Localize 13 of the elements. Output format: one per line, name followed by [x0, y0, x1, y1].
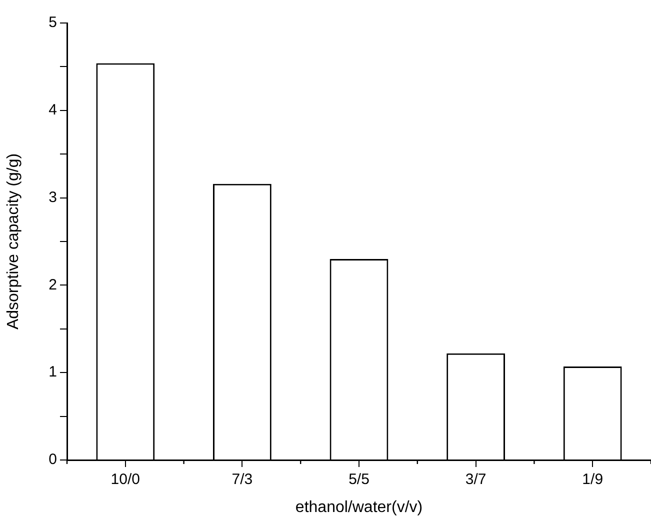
x-tick-label: 5/5 — [348, 471, 370, 488]
x-tick-label: 1/9 — [582, 471, 604, 488]
x-tick-label: 7/3 — [232, 471, 253, 488]
y-tick-label: 4 — [48, 102, 57, 119]
x-tick-label: 10/0 — [110, 471, 140, 488]
y-tick-label: 5 — [48, 14, 57, 32]
x-axis-title: ethanol/water(v/v) — [295, 498, 423, 516]
x-tick-label: 3/7 — [465, 471, 486, 488]
y-tick-label: 3 — [48, 188, 57, 206]
y-tick-label: 2 — [48, 276, 57, 294]
y-tick-label: 1 — [48, 364, 57, 381]
y-tick-label: 0 — [48, 451, 57, 468]
y-axis-title: Adsorptive capacity (g/g) — [5, 153, 22, 330]
